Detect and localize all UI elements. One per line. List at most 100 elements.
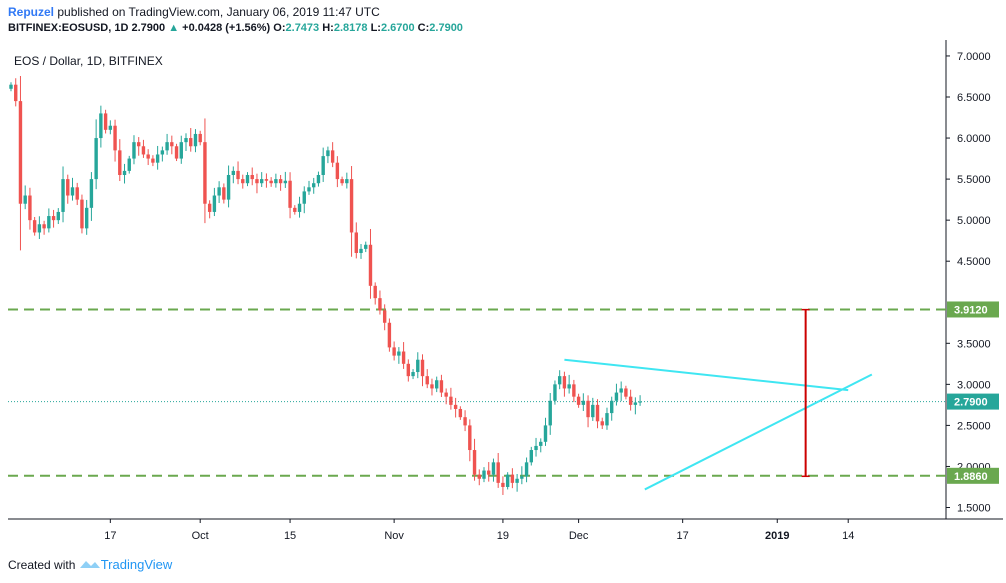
candle-down (222, 187, 226, 200)
candle-down (349, 179, 354, 233)
candle-up (89, 179, 94, 208)
low-value: 2.6700 (380, 22, 415, 34)
candle-down (330, 150, 335, 163)
price-axis[interactable]: 7.0000 6.5000 6.0000 5.5000 5.0000 4.5000 3.50… (946, 51, 991, 515)
symbol-label: BITFINEX:EOSUSD, 1D (8, 22, 129, 34)
x-tick-label: 17 (677, 530, 689, 542)
candle-up (553, 384, 557, 401)
candle-down (453, 404, 458, 409)
candle-up (160, 150, 165, 155)
tradingview-brand[interactable]: TradingView (100, 557, 173, 572)
candle-up (84, 207, 89, 229)
candle-up (610, 400, 614, 414)
candle-up (297, 203, 302, 212)
y-tick-label: 6.5000 (957, 92, 991, 104)
candle-up (184, 138, 188, 143)
candle-up (283, 180, 288, 184)
footer: Created with TradingView (8, 557, 172, 572)
candle-up (70, 187, 75, 196)
candle-up (165, 142, 169, 151)
candle-down (170, 142, 174, 147)
candle-down (501, 482, 505, 487)
candle-down (269, 180, 273, 184)
candle-down (487, 470, 491, 475)
candle-up (539, 441, 543, 446)
y-tick-label: 5.5000 (957, 174, 991, 186)
candle-up (638, 401, 642, 403)
candle-down (278, 179, 283, 184)
chart-title: EOS / Dollar, 1D, BITFINEX (14, 54, 163, 68)
x-tick-label: 19 (497, 530, 509, 542)
candle-up (217, 187, 221, 196)
candle-down (463, 417, 467, 426)
candle-up (193, 133, 198, 147)
candle-down (66, 179, 70, 196)
candle-down (628, 396, 633, 405)
candle-down (293, 207, 297, 212)
candle-up (316, 174, 321, 184)
candle-down (113, 125, 117, 151)
x-tick-label: Oct (192, 530, 209, 542)
candle-up (231, 170, 236, 175)
candle-down (586, 400, 590, 418)
candle-up (321, 156, 325, 175)
candle-down (335, 162, 340, 180)
candle-down (378, 298, 382, 311)
candle-up (9, 84, 13, 89)
y-tick-label: 4.5000 (957, 256, 991, 268)
candle-down (439, 380, 444, 393)
triangle-trendline (564, 358, 849, 392)
candle-down (207, 203, 212, 212)
candle-up (94, 138, 98, 180)
candle-down (42, 224, 46, 229)
candle-up (302, 191, 306, 204)
trendlines (564, 358, 873, 491)
candle-down (28, 195, 32, 221)
candle-up (212, 195, 217, 212)
triangle-trendline (644, 373, 873, 491)
price-labels: 3.9120 1.8860 2.7900 (947, 301, 999, 484)
candle-down (624, 388, 628, 397)
y-tick-label: 2.5000 (957, 420, 991, 432)
candle-down (430, 384, 434, 389)
y-tick-label: 5.0000 (957, 215, 991, 227)
candle-up (359, 248, 363, 253)
candle-down (576, 396, 581, 405)
candle-down (496, 462, 500, 483)
candle-down (118, 150, 122, 175)
measure-arrow (801, 308, 810, 478)
candle-up (23, 195, 27, 204)
level-price-label-bg (947, 467, 999, 484)
candle-up (520, 476, 524, 479)
candle-up (179, 142, 183, 159)
open-label: O: (273, 22, 286, 34)
candle-up (543, 425, 548, 442)
candle-up (326, 150, 330, 157)
created-with-text: Created with (8, 558, 76, 572)
candle-down (137, 142, 141, 147)
price-change: +0.0428 (+1.56%) (182, 22, 271, 34)
candle-down (151, 158, 155, 163)
level-price-label-bg (947, 301, 999, 318)
candle-down (354, 232, 358, 253)
candle-down (146, 154, 150, 159)
up-arrow-icon: ▲ (168, 22, 180, 34)
author-name[interactable]: Repuzel (8, 5, 55, 19)
candle-down (255, 179, 259, 184)
time-axis[interactable]: 17 Oct 15 Nov 19 Dec 17 2019 14 (104, 519, 854, 542)
candle-down (189, 138, 193, 147)
candle-down (241, 179, 245, 184)
candle-up (122, 170, 127, 175)
candle-down (444, 392, 448, 397)
candle-down (382, 310, 387, 323)
open-value: 2.7473 (285, 22, 320, 34)
close-label: C: (417, 22, 430, 34)
candle-down (51, 216, 56, 221)
high-label: H: (322, 22, 334, 34)
last-price-label: 2.7900 (954, 397, 988, 409)
candle-up (397, 351, 401, 356)
candle-up (108, 125, 113, 130)
candle-down (18, 101, 23, 204)
candle-up (557, 376, 562, 385)
